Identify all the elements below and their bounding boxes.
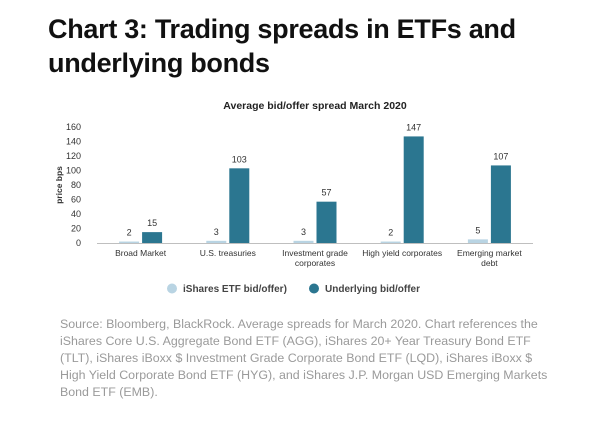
x-tick-label-line: Investment grade <box>282 248 348 258</box>
x-tick-label-line: U.S. treasuries <box>200 248 256 258</box>
legend-marker <box>167 283 177 294</box>
data-label: 2 <box>388 228 393 238</box>
y-tick-label: 160 <box>66 122 81 132</box>
bar-underlying <box>229 168 250 243</box>
x-tick-label-line: corporates <box>295 258 335 268</box>
bar-underlying <box>490 165 511 243</box>
bar-etf <box>293 240 314 243</box>
y-tick-label: 120 <box>66 151 81 161</box>
data-label: 5 <box>475 225 480 235</box>
data-label: 3 <box>214 227 219 237</box>
y-axis-label: price bps <box>54 166 64 204</box>
bar-chart: Average bid/offer spread March 2020 price… <box>54 100 533 295</box>
x-tick-label: Investment grade corporates <box>282 248 348 268</box>
y-tick-label: 80 <box>71 180 81 190</box>
source-note: Source: Bloomberg, BlackRock. Average sp… <box>60 317 548 399</box>
y-tick-label: 100 <box>66 166 81 176</box>
x-tick-label-line: High yield corporates <box>362 248 442 258</box>
chart-title: Average bid/offer spread March 2020 <box>223 100 407 112</box>
bar-underlying <box>142 232 163 243</box>
x-tick-label: U.S. treasuries <box>200 248 256 258</box>
x-tick-label-line: Broad Market <box>115 248 167 258</box>
x-tick-label-line: Emerging market <box>457 248 522 258</box>
y-tick-label: 20 <box>71 224 81 234</box>
bar-etf <box>206 240 227 243</box>
x-tick-label-line: debt <box>481 258 498 268</box>
data-label: 103 <box>232 154 247 164</box>
data-label: 57 <box>321 188 331 198</box>
bar-etf <box>467 239 488 243</box>
bar-etf <box>380 241 401 243</box>
bar-underlying <box>316 201 337 243</box>
data-label: 107 <box>493 151 508 161</box>
bar-etf <box>119 241 140 243</box>
y-tick-label: 140 <box>66 137 81 147</box>
x-tick-label: High yield corporates <box>362 248 442 258</box>
page-title: Chart 3: Trading spreads in ETFs and und… <box>48 14 516 78</box>
data-label: 2 <box>127 228 132 238</box>
x-tick-label: Emerging market debt <box>457 248 522 268</box>
data-label: 147 <box>406 122 421 132</box>
y-tick-label: 60 <box>71 195 81 205</box>
x-tick-label: Broad Market <box>115 248 167 258</box>
y-tick-label: 0 <box>76 238 81 248</box>
data-label: 3 <box>301 227 306 237</box>
data-label: 15 <box>147 218 157 228</box>
legend-marker <box>309 283 319 294</box>
legend-label: Underlying bid/offer <box>325 284 420 295</box>
bar-underlying <box>403 136 424 243</box>
y-tick-label: 40 <box>71 209 81 219</box>
legend-label: iShares ETF bid/offer) <box>183 284 287 295</box>
